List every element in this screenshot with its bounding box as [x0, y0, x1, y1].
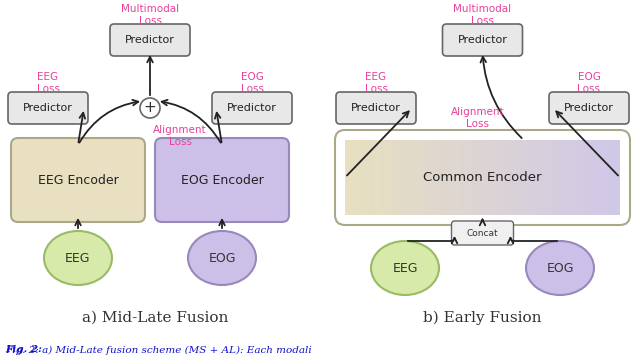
- FancyBboxPatch shape: [8, 92, 88, 124]
- Text: Alignment
Loss: Alignment Loss: [153, 125, 207, 147]
- Text: Alignment
Loss: Alignment Loss: [451, 107, 504, 129]
- FancyBboxPatch shape: [11, 138, 145, 222]
- Text: Fig. 2:: Fig. 2:: [5, 345, 42, 355]
- Text: Multimodal
Loss: Multimodal Loss: [453, 4, 511, 26]
- FancyBboxPatch shape: [549, 92, 629, 124]
- Text: EOG Encoder: EOG Encoder: [180, 174, 264, 187]
- Ellipse shape: [526, 241, 594, 295]
- Ellipse shape: [371, 241, 439, 295]
- Text: Predictor: Predictor: [351, 103, 401, 113]
- Text: Predictor: Predictor: [23, 103, 73, 113]
- FancyBboxPatch shape: [110, 24, 190, 56]
- Text: Predictor: Predictor: [125, 35, 175, 45]
- Text: EOG: EOG: [208, 252, 236, 265]
- Text: a) Mid-Late Fusion: a) Mid-Late Fusion: [82, 311, 228, 325]
- FancyBboxPatch shape: [451, 221, 513, 245]
- Text: EOG
Loss: EOG Loss: [577, 72, 600, 94]
- Text: EEG
Loss: EEG Loss: [36, 72, 60, 94]
- Text: Multimodal
Loss: Multimodal Loss: [121, 4, 179, 26]
- Text: Predictor: Predictor: [458, 35, 508, 45]
- Text: Common Encoder: Common Encoder: [423, 171, 541, 184]
- Text: Predictor: Predictor: [564, 103, 614, 113]
- FancyBboxPatch shape: [212, 92, 292, 124]
- Text: EEG: EEG: [392, 261, 418, 274]
- Ellipse shape: [188, 231, 256, 285]
- Text: EEG: EEG: [65, 252, 91, 265]
- Text: EEG Encoder: EEG Encoder: [38, 174, 118, 187]
- Text: EOG: EOG: [547, 261, 573, 274]
- FancyBboxPatch shape: [336, 92, 416, 124]
- Text: Fig. 2: a) Mid-Late fusion scheme (MS + AL): Each modali: Fig. 2: a) Mid-Late fusion scheme (MS + …: [5, 345, 312, 355]
- Text: Concat: Concat: [467, 229, 499, 238]
- Text: Predictor: Predictor: [227, 103, 277, 113]
- Text: +: +: [143, 100, 156, 116]
- Ellipse shape: [44, 231, 112, 285]
- FancyBboxPatch shape: [442, 24, 522, 56]
- Text: EOG
Loss: EOG Loss: [241, 72, 264, 94]
- Circle shape: [140, 98, 160, 118]
- Text: EEG
Loss: EEG Loss: [365, 72, 387, 94]
- Text: b) Early Fusion: b) Early Fusion: [423, 311, 541, 325]
- FancyBboxPatch shape: [155, 138, 289, 222]
